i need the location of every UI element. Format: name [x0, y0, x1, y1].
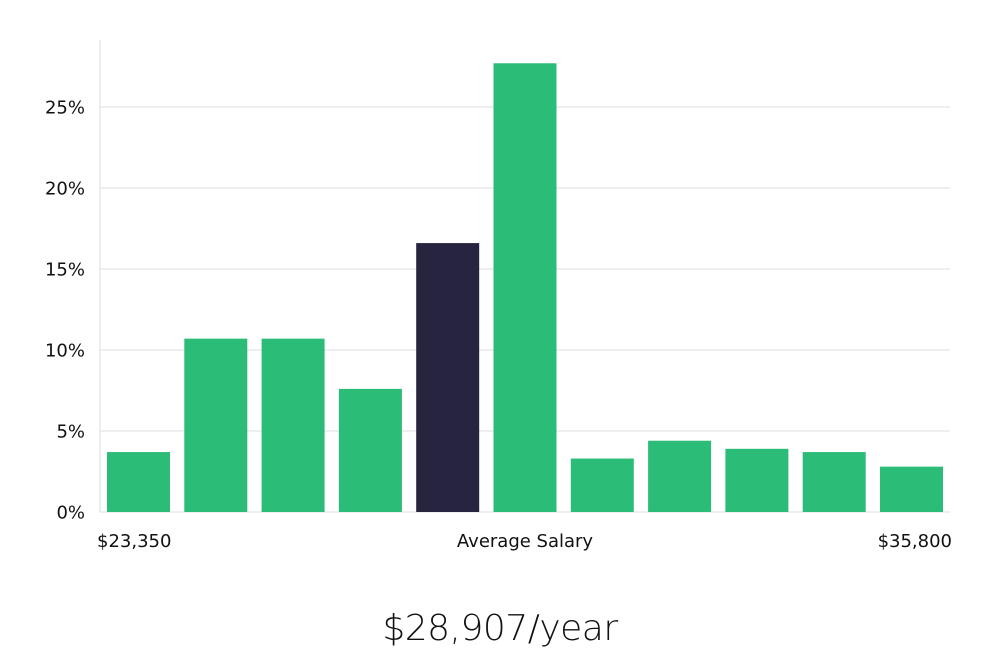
- x-label-center: Average Salary: [457, 531, 594, 552]
- bar: [184, 338, 248, 512]
- bar: [338, 388, 402, 512]
- y-tick-label: 25%: [45, 98, 85, 119]
- y-tick-label: 10%: [45, 341, 85, 362]
- bar: [570, 458, 634, 512]
- bar: [725, 448, 789, 512]
- y-tick-label: 0%: [56, 503, 85, 524]
- y-tick-label: 20%: [45, 179, 85, 200]
- bar: [261, 338, 325, 512]
- x-label-max: $35,800: [878, 531, 952, 552]
- bar: [107, 452, 170, 512]
- y-tick-label: 5%: [56, 422, 85, 443]
- bar: [880, 466, 943, 512]
- bar: [648, 440, 712, 512]
- average-salary: $28,907/year: [382, 608, 618, 649]
- bar: [802, 452, 866, 512]
- bars: [107, 63, 943, 512]
- y-axis-ticks: 0% 5% 10% 15% 20% 25%: [45, 98, 85, 524]
- bar: [493, 63, 557, 512]
- salary-histogram: 0%5%10%15%20%25% $23,350 Average Salary …: [45, 40, 952, 552]
- y-tick-label: 15%: [45, 260, 85, 281]
- bar-highlighted: [416, 243, 480, 512]
- x-label-min: $23,350: [97, 531, 171, 552]
